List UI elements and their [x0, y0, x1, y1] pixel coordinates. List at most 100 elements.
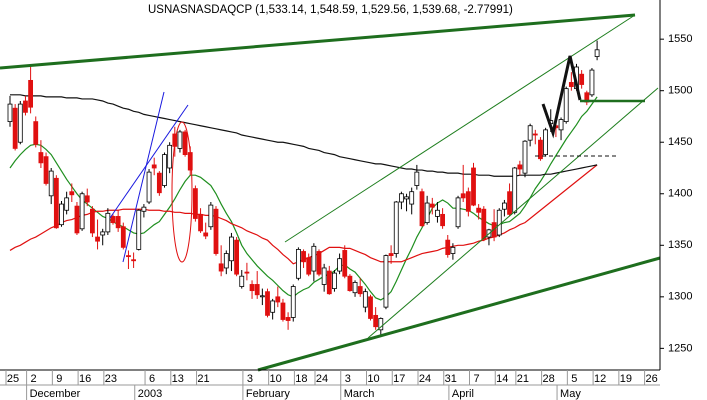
x-tick-label: 2: [31, 373, 37, 385]
candle-body: [280, 302, 286, 320]
x-tick-label: 25: [7, 373, 19, 385]
candle-body: [48, 170, 54, 197]
trend-line: [0, 13, 636, 70]
candle-body: [38, 152, 44, 164]
candle-body: [249, 284, 255, 292]
candle-body: [59, 203, 64, 226]
candle-body: [218, 263, 224, 272]
x-tick-label: 16: [79, 373, 91, 385]
x-tick-label: 9: [56, 373, 62, 385]
candle-body: [151, 164, 157, 169]
x-tick-label: 19: [620, 373, 632, 385]
candle-body: [33, 121, 39, 145]
candle-body: [501, 202, 507, 210]
candle-body: [455, 197, 461, 228]
candle-body: [254, 284, 260, 296]
candle-body: [393, 201, 399, 254]
candle-body: [517, 164, 523, 170]
candle-body: [156, 172, 162, 194]
candle-body: [290, 286, 296, 318]
y-tick-label: 1500: [668, 85, 692, 97]
trend-line: [284, 14, 636, 243]
candle-body: [234, 239, 240, 275]
candle-body: [357, 286, 363, 295]
candle-body: [419, 191, 425, 227]
candle-body: [332, 272, 337, 289]
candle-body: [352, 281, 358, 294]
candle-body: [321, 267, 327, 285]
candle-body: [424, 202, 430, 224]
zigzag: [541, 55, 582, 139]
x-tick-label: 13: [172, 373, 184, 385]
candle-body: [120, 226, 126, 248]
moving-average-line: [10, 94, 598, 177]
candle-body: [223, 253, 229, 269]
candle-body: [337, 258, 343, 272]
trend-line: [367, 87, 659, 339]
candle-body: [507, 191, 512, 215]
candle-body: [198, 213, 203, 232]
x-tick-label: 3: [247, 373, 253, 385]
candle-body: [373, 314, 379, 328]
candle-body: [404, 196, 409, 200]
month-label: March: [344, 388, 375, 400]
y-tick-label: 1300: [668, 291, 692, 303]
month-label: February: [246, 388, 291, 400]
candle-body: [17, 103, 23, 143]
candle-body: [167, 144, 173, 169]
candle-body: [208, 204, 214, 228]
candle-body: [316, 251, 322, 275]
candle-body: [90, 208, 95, 234]
candle-body: [203, 232, 209, 237]
candle-body: [285, 317, 291, 321]
x-tick-label: 10: [270, 373, 282, 385]
highlight-ellipse: [171, 121, 193, 263]
candle-body: [476, 207, 482, 213]
candle-body: [43, 156, 49, 184]
x-tick-label: 14: [496, 373, 508, 385]
x-tick-label: 24: [419, 373, 431, 385]
candle-body: [265, 291, 270, 316]
candle-body: [435, 209, 440, 217]
candle-body: [244, 271, 250, 274]
candle-body: [414, 171, 420, 186]
x-tick-label: 28: [542, 373, 554, 385]
candle-body: [465, 191, 471, 212]
candle-body: [543, 129, 548, 155]
candle-body: [110, 216, 116, 224]
x-tick-label: 10: [367, 373, 379, 385]
candle-body: [445, 239, 451, 255]
candle-body: [311, 245, 317, 272]
candle-body: [471, 167, 476, 206]
candle-body: [84, 195, 90, 203]
candle-body: [527, 125, 533, 141]
candle-body: [64, 197, 70, 211]
candle-body: [259, 295, 265, 298]
candle-body: [239, 275, 245, 287]
candle-body: [388, 253, 394, 256]
y-tick-label: 1450: [668, 136, 692, 148]
candle-body: [126, 255, 131, 258]
candle-body: [28, 79, 34, 108]
x-tick-label: 3: [345, 373, 351, 385]
candle-body: [347, 275, 353, 292]
candle-body: [213, 208, 219, 254]
candle-body: [23, 100, 28, 113]
y-tick-label: 1550: [668, 33, 692, 45]
y-tick-label: 1350: [668, 239, 692, 251]
x-tick-label: 21: [197, 373, 209, 385]
trend-line: [122, 91, 165, 263]
candle-body: [12, 107, 18, 149]
candle-body: [229, 236, 234, 262]
x-tick-label: 26: [645, 373, 657, 385]
x-tick-label: 31: [445, 373, 457, 385]
candle-body: [301, 251, 306, 263]
candle-body: [326, 270, 332, 295]
candle-body: [69, 191, 75, 196]
plot-area: [7, 40, 600, 336]
x-tick-label: 5: [571, 373, 577, 385]
candle-body: [594, 49, 600, 57]
